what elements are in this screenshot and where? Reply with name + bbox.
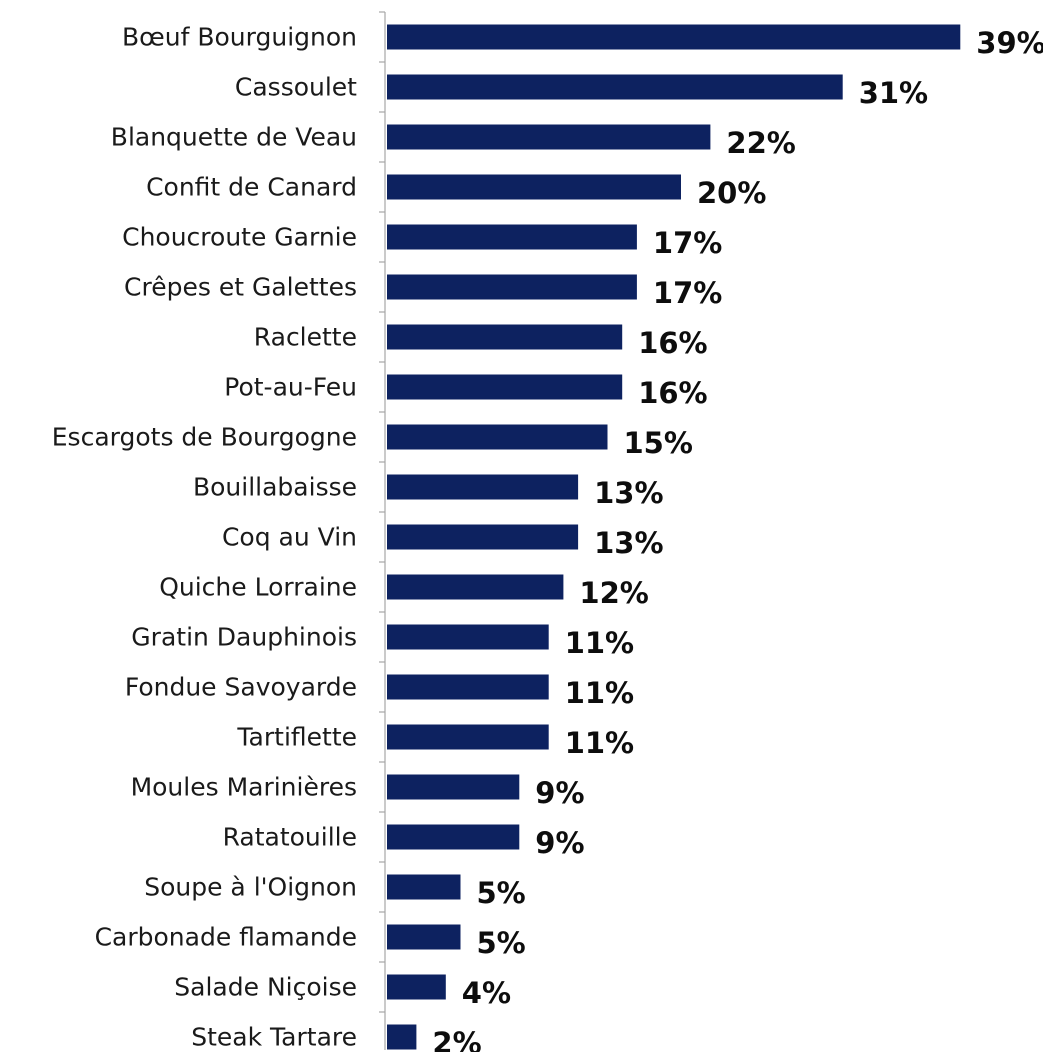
category-label: Raclette [254,323,357,352]
value-label: 20% [697,176,766,210]
category-label: Steak Tartare [191,1023,357,1052]
bar [387,24,961,50]
value-label: 12% [579,576,648,610]
value-label: 11% [565,676,634,710]
y-axis-ticks [379,11,385,1013]
bar [387,224,637,250]
value-label: 17% [653,276,722,310]
value-label: 13% [594,476,663,510]
value-label: 39% [976,26,1043,60]
bar [387,874,461,900]
bar [387,824,520,850]
category-label: Confit de Canard [146,173,357,202]
category-label: Soupe à l'Oignon [144,873,357,902]
bar [387,424,608,450]
bar [387,374,623,400]
category-label: Carbonade flamande [95,923,357,952]
bar [387,574,564,600]
category-label: Gratin Dauphinois [131,623,357,652]
value-label: 16% [638,376,707,410]
value-label: 13% [594,526,663,560]
bar [387,74,843,100]
bar [387,474,579,500]
value-label: 9% [535,776,584,810]
category-label: Bœuf Bourguignon [122,23,357,52]
bar [387,924,461,950]
value-label: 11% [565,726,634,760]
value-label: 15% [624,426,693,460]
bar [387,524,579,550]
value-label: 4% [462,976,511,1010]
category-label: Cassoulet [235,73,357,102]
category-label: Tartiflette [236,723,357,752]
value-label: 31% [859,76,928,110]
bars-group [387,24,961,1050]
value-label: 2% [432,1026,481,1052]
bar [387,974,446,1000]
bar [387,174,681,200]
bar [387,674,549,700]
value-label: 17% [653,226,722,260]
bar [387,624,549,650]
value-label: 22% [726,126,795,160]
value-label: 5% [477,876,526,910]
bar [387,724,549,750]
category-label: Escargots de Bourgogne [52,423,357,452]
category-label: Choucroute Garnie [122,223,357,252]
value-label: 16% [638,326,707,360]
category-labels-group: Bœuf Bourguignon Cassoulet Blanquette de V… [52,23,357,1052]
value-label: 5% [477,926,526,960]
value-label: 9% [535,826,584,860]
value-labels-group: 39% 31% 22% 20% 17% 17% 16% 16% 15% 13% 13% 12% 11% 1… [432,26,1043,1052]
category-label: Pot-au-Feu [224,373,357,402]
category-label: Crêpes et Galettes [124,273,357,302]
category-label: Blanquette de Veau [111,123,357,152]
value-label: 11% [565,626,634,660]
bar [387,1024,417,1050]
category-label: Quiche Lorraine [159,573,357,602]
bar [387,324,623,350]
category-label: Ratatouille [223,823,357,852]
bar [387,274,637,300]
category-label: Fondue Savoyarde [125,673,357,702]
category-label: Salade Niçoise [174,973,357,1002]
category-label: Coq au Vin [222,523,357,552]
bar [387,124,711,150]
category-label: Moules Marinières [131,773,357,802]
category-label: Bouillabaisse [193,473,357,502]
bar [387,774,520,800]
